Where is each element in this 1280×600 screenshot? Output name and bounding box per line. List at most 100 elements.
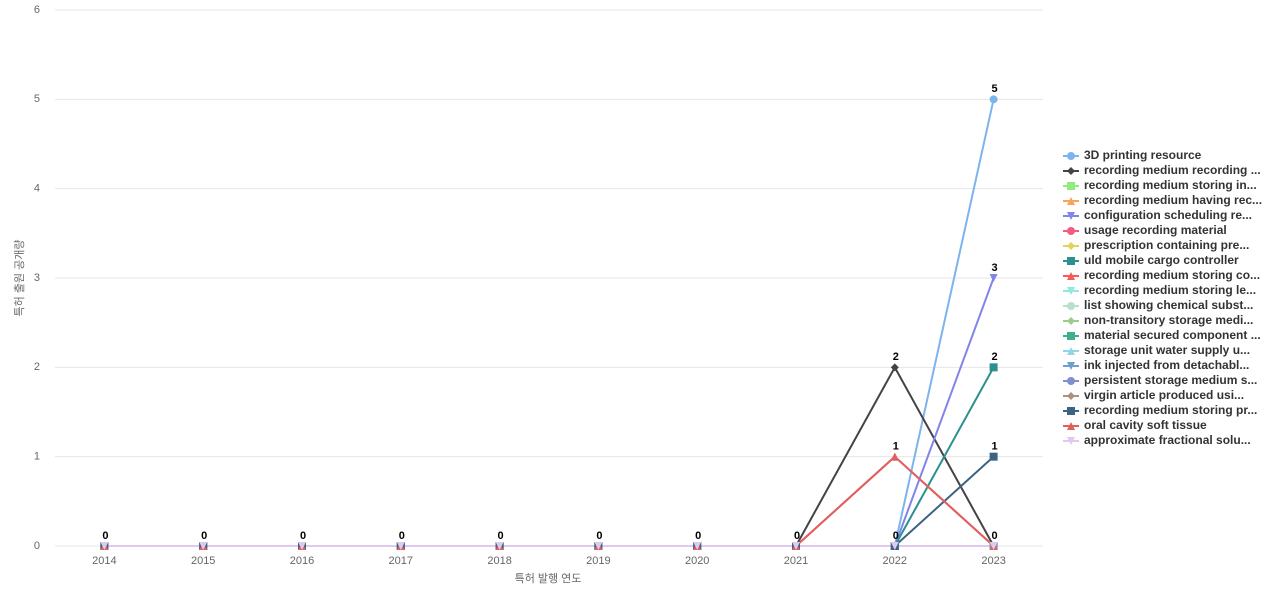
- legend-label: configuration scheduling re...: [1084, 208, 1252, 222]
- data-label: 0: [992, 530, 998, 542]
- marker: [890, 363, 899, 372]
- data-label: 5: [992, 83, 998, 95]
- marker: [989, 95, 998, 104]
- legend-label: recording medium storing co...: [1084, 268, 1260, 282]
- legend-marker: [1067, 242, 1075, 250]
- legend-marker: [1067, 182, 1075, 190]
- legend-label: persistent storage medium s...: [1084, 373, 1257, 387]
- legend-marker: [1067, 212, 1075, 220]
- series-line: [104, 99, 995, 547]
- legend-label: storage unit water supply u...: [1084, 343, 1250, 357]
- legend-item[interactable]: configuration scheduling re...: [1063, 208, 1252, 222]
- legend-label: list showing chemical subst...: [1084, 298, 1253, 312]
- marker: [792, 542, 800, 550]
- legend-item[interactable]: list showing chemical subst...: [1063, 298, 1253, 312]
- x-tick-label: 2014: [92, 555, 116, 567]
- y-axis-title: 특허 출원 공개량: [13, 240, 26, 317]
- legend-item[interactable]: recording medium having rec...: [1063, 193, 1262, 207]
- legend-marker: [1067, 227, 1075, 235]
- data-label: 0: [300, 530, 306, 542]
- legend-label: recording medium having rec...: [1084, 193, 1262, 207]
- legend-marker: [1067, 392, 1075, 400]
- legend-label: prescription containing pre...: [1084, 238, 1249, 252]
- legend-marker: [1067, 317, 1075, 325]
- marker: [693, 542, 702, 550]
- legend-item[interactable]: 3D printing resource: [1063, 148, 1202, 162]
- data-label: 0: [893, 530, 899, 542]
- legend-item[interactable]: oral cavity soft tissue: [1063, 418, 1207, 432]
- y-tick-label: 3: [34, 272, 40, 284]
- legend-label: recording medium recording ...: [1084, 163, 1261, 177]
- data-label: 0: [695, 530, 701, 542]
- y-tick-label: 6: [34, 4, 40, 16]
- legend-marker: [1067, 272, 1075, 280]
- x-tick-label: 2016: [290, 555, 314, 567]
- legend-item[interactable]: virgin article produced usi...: [1063, 388, 1244, 402]
- data-label: 1: [992, 441, 998, 453]
- legend-item[interactable]: non-transitory storage medi...: [1063, 313, 1253, 327]
- legend-marker: [1067, 257, 1075, 265]
- data-label: 0: [201, 530, 207, 542]
- data-label: 0: [102, 530, 108, 542]
- legend-item[interactable]: recording medium storing pr...: [1063, 403, 1257, 417]
- marker: [199, 542, 208, 550]
- marker: [890, 452, 899, 461]
- series-line: [104, 277, 995, 547]
- legend-item[interactable]: prescription containing pre...: [1063, 238, 1249, 252]
- marker: [989, 542, 998, 550]
- legend-label: recording medium storing le...: [1084, 283, 1256, 297]
- legend-label: approximate fractional solu...: [1084, 433, 1251, 447]
- marker: [989, 452, 998, 461]
- y-tick-label: 1: [34, 451, 40, 463]
- marker: [396, 542, 405, 550]
- legend-marker: [1067, 197, 1075, 205]
- data-label: 0: [596, 530, 602, 542]
- x-tick-label: 2020: [685, 555, 709, 567]
- legend-marker: [1067, 437, 1075, 445]
- x-tick-label: 2015: [191, 555, 215, 567]
- legend-item[interactable]: recording medium storing in...: [1063, 178, 1257, 192]
- legend-marker: [1067, 302, 1075, 310]
- y-tick-label: 5: [34, 93, 40, 105]
- legend-marker: [1067, 152, 1075, 160]
- legend-marker: [1067, 332, 1075, 340]
- series-line: [104, 455, 995, 547]
- legend-label: virgin article produced usi...: [1084, 388, 1244, 402]
- x-tick-label: 2018: [487, 555, 511, 567]
- legend-item[interactable]: recording medium recording ...: [1063, 163, 1261, 177]
- data-label: 2: [992, 351, 998, 363]
- legend-marker: [1067, 377, 1075, 385]
- y-tick-label: 0: [34, 540, 40, 552]
- data-label: 2: [893, 351, 899, 363]
- legend-item[interactable]: ink injected from detachabl...: [1063, 358, 1249, 372]
- legend-marker: [1067, 287, 1075, 295]
- data-label: 0: [498, 530, 504, 542]
- legend-marker: [1067, 422, 1075, 430]
- legend-item[interactable]: storage unit water supply u...: [1063, 343, 1250, 357]
- legend-item[interactable]: recording medium storing le...: [1063, 283, 1256, 297]
- legend-label: recording medium storing pr...: [1084, 403, 1257, 417]
- legend-marker: [1067, 362, 1075, 370]
- series-line: [104, 455, 995, 547]
- x-tick-label: 2023: [981, 555, 1005, 567]
- marker: [100, 542, 109, 550]
- legend-marker: [1067, 167, 1075, 175]
- y-tick-label: 2: [34, 361, 40, 373]
- legend-item[interactable]: approximate fractional solu...: [1063, 433, 1251, 447]
- marker: [298, 542, 306, 550]
- x-tick-label: 2021: [784, 555, 808, 567]
- legend-label: ink injected from detachabl...: [1084, 358, 1249, 372]
- legend-item[interactable]: material secured component ...: [1063, 328, 1261, 342]
- legend-item[interactable]: uld mobile cargo controller: [1063, 253, 1239, 267]
- legend-item[interactable]: persistent storage medium s...: [1063, 373, 1257, 387]
- data-label: 1: [893, 441, 899, 453]
- legend-item[interactable]: recording medium storing co...: [1063, 268, 1260, 282]
- legend-label: uld mobile cargo controller: [1084, 253, 1239, 267]
- legend-item[interactable]: usage recording material: [1063, 223, 1227, 237]
- legend-label: usage recording material: [1084, 223, 1227, 237]
- legend-label: 3D printing resource: [1084, 148, 1202, 162]
- legend-label: oral cavity soft tissue: [1084, 418, 1207, 432]
- legend-label: recording medium storing in...: [1084, 178, 1257, 192]
- x-tick-label: 2019: [586, 555, 610, 567]
